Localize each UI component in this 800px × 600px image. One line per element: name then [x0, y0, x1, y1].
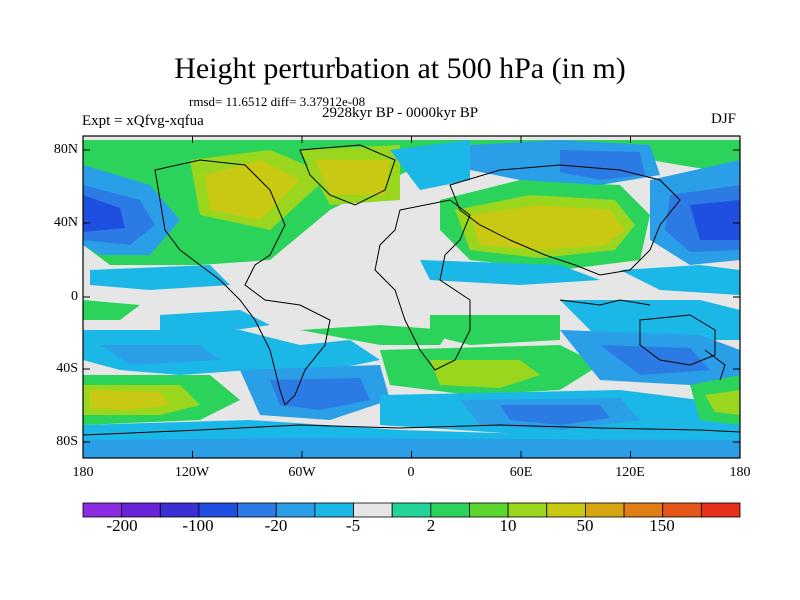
- colorbar-box-14: [623, 502, 664, 518]
- period-label: 2928kyr BP - 0000kyr BP: [322, 105, 479, 121]
- colorbar-label-2: 2: [426, 516, 436, 535]
- colorbar-box-4: [237, 502, 277, 518]
- lon-label-180e: 180: [729, 465, 751, 480]
- lat-label-80n: 80N: [53, 142, 78, 157]
- lon-label-0: 0: [407, 465, 415, 480]
- colorbar-box-0: [82, 502, 123, 518]
- height-perturbation-field: [83, 140, 740, 458]
- colorbar-label-150: 150: [649, 516, 675, 535]
- colorbar-box-1: [121, 502, 161, 518]
- colorbar-box-9: [430, 502, 470, 518]
- colorbar-label-neg200: -200: [106, 516, 138, 535]
- colorbar-label-neg20: -20: [264, 516, 288, 535]
- lat-label-40n: 40N: [53, 215, 78, 230]
- colorbar-label-50: 50: [576, 516, 594, 535]
- lat-label-80s: 80S: [56, 434, 78, 449]
- colorbar-box-12: [546, 502, 586, 518]
- lon-label-120e: 120E: [615, 465, 645, 480]
- colorbar-box-5: [275, 502, 316, 518]
- season-label: DJF: [711, 111, 737, 127]
- colorbar-box-15: [662, 502, 702, 518]
- colorbar-box-6: [314, 502, 354, 518]
- stats-line: rmsd= 11.6512 diff= 3.37912e-08: [189, 94, 366, 109]
- lon-label-120w: 120W: [174, 465, 210, 480]
- experiment-label: Expt = xQfvg-xqfua: [82, 113, 204, 129]
- colorbar-box-2: [159, 502, 200, 518]
- colorbar-box-13: [585, 502, 625, 518]
- colorbar-label-10: 10: [499, 516, 517, 535]
- colorbar-box-10: [469, 502, 509, 518]
- colorbar-box-16: [700, 502, 741, 518]
- lon-label-60w: 60W: [288, 465, 316, 480]
- lat-label-40s: 40S: [56, 361, 78, 376]
- colorbar-label-neg5: -5: [345, 516, 361, 535]
- lat-label-0: 0: [71, 289, 78, 304]
- colorbar-box-11: [507, 502, 548, 518]
- lon-label-60e: 60E: [509, 465, 533, 480]
- axis-ticks: [82, 136, 741, 458]
- colorbar-box-3: [198, 502, 238, 518]
- coastlines: [83, 144, 740, 436]
- plot-title: Height perturbation at 500 hPa (in m): [174, 52, 626, 85]
- colorbar-box-8: [391, 502, 432, 518]
- lon-label-180w: 180: [72, 465, 94, 480]
- colorbar-label-neg100: -100: [182, 516, 214, 535]
- colorbar-box-7: [353, 502, 393, 518]
